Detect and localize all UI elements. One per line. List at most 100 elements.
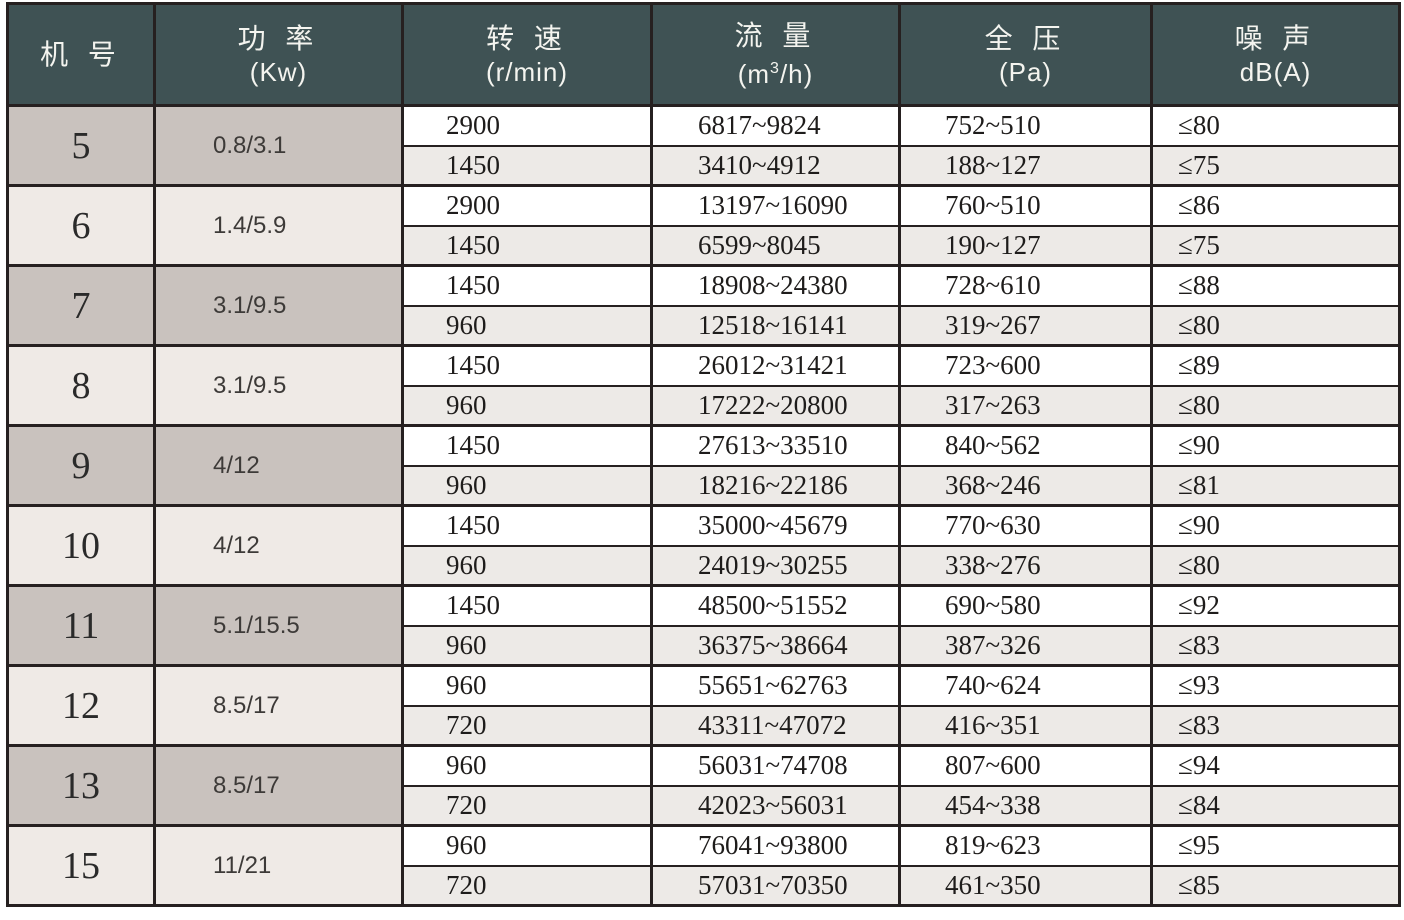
- power-cell: 4/12: [153, 504, 404, 587]
- flow-cell: 57031~70350: [650, 864, 901, 907]
- pressure-cell: 190~127: [898, 224, 1153, 267]
- flow-cell: 18216~22186: [650, 464, 901, 507]
- table-row: 960 24019~30255 338~276 ≤80: [8, 544, 1401, 587]
- flow-cell: 42023~56031: [650, 784, 901, 827]
- noise-cell: ≤88: [1150, 264, 1401, 307]
- pressure-cell: 770~630: [898, 504, 1153, 547]
- noise-cell: ≤95: [1150, 824, 1401, 867]
- flow-cell: 17222~20800: [650, 384, 901, 427]
- flow-unit-prefix: (m: [737, 59, 771, 89]
- speed-cell: 960: [401, 544, 653, 587]
- table-row: 960 17222~20800 317~263 ≤80: [8, 384, 1401, 427]
- noise-cell: ≤89: [1150, 344, 1401, 387]
- header-noise: 噪 声 dB(A): [1150, 2, 1401, 107]
- noise-cell: ≤80: [1150, 544, 1401, 587]
- pressure-cell: 454~338: [898, 784, 1153, 827]
- table-row: 9 4/12 1450 27613~33510 840~562 ≤90: [6, 424, 1401, 507]
- table-row: 8 3.1/9.5 1450 26012~31421 723~600 ≤89: [6, 344, 1401, 427]
- flow-cell: 3410~4912: [650, 144, 901, 187]
- header-flow: 流 量 (m3/h): [650, 2, 901, 107]
- table-header: 机 号 功 率 (Kw) 转 速 (r/min) 流 量 (m3/h) 全 压 …: [6, 2, 1401, 107]
- speed-cell: 1450: [401, 144, 653, 187]
- speed-cell: 960: [401, 824, 653, 867]
- flow-unit-superscript: 3: [770, 60, 780, 77]
- header-speed-unit: (r/min): [485, 56, 569, 87]
- noise-cell: ≤84: [1150, 784, 1401, 827]
- header-noise-unit: dB(A): [1239, 56, 1312, 87]
- model-cell: 8: [6, 344, 156, 427]
- flow-cell: 56031~74708: [650, 744, 901, 787]
- flow-cell: 18908~24380: [650, 264, 901, 307]
- model-cell: 11: [6, 584, 156, 667]
- flow-cell: 48500~51552: [650, 584, 901, 627]
- noise-cell: ≤90: [1150, 424, 1401, 467]
- header-model: 机 号: [6, 2, 156, 107]
- speed-cell: 720: [401, 864, 653, 907]
- header-pressure: 全 压 (Pa): [898, 2, 1153, 107]
- pressure-cell: 840~562: [898, 424, 1153, 467]
- flow-cell: 6599~8045: [650, 224, 901, 267]
- table-row: 720 57031~70350 461~350 ≤85: [8, 864, 1401, 907]
- speed-cell: 2900: [401, 184, 653, 227]
- speed-cell: 1450: [401, 224, 653, 267]
- header-pressure-unit: (Pa): [998, 56, 1053, 87]
- power-cell: 1.4/5.9: [153, 184, 404, 267]
- flow-unit-suffix: /h): [779, 59, 814, 89]
- model-cell: 7: [6, 264, 156, 347]
- flow-cell: 27613~33510: [650, 424, 901, 467]
- table-row: 1450 3410~4912 188~127 ≤75: [8, 144, 1401, 187]
- table-row: 5 0.8/3.1 2900 6817~9824 752~510 ≤80: [6, 104, 1401, 187]
- speed-cell: 1450: [401, 584, 653, 627]
- flow-cell: 36375~38664: [650, 624, 901, 667]
- flow-cell: 12518~16141: [650, 304, 901, 347]
- power-cell: 0.8/3.1: [153, 104, 404, 187]
- table-row: 960 18216~22186 368~246 ≤81: [8, 464, 1401, 507]
- pressure-cell: 690~580: [898, 584, 1153, 627]
- speed-cell: 960: [401, 384, 653, 427]
- pressure-cell: 752~510: [898, 104, 1153, 147]
- pressure-cell: 387~326: [898, 624, 1153, 667]
- model-cell: 15: [6, 824, 156, 907]
- header-row: 机 号 功 率 (Kw) 转 速 (r/min) 流 量 (m3/h) 全 压 …: [6, 2, 1401, 107]
- table-row: 720 43311~47072 416~351 ≤83: [8, 704, 1401, 747]
- table-row: 7 3.1/9.5 1450 18908~24380 728~610 ≤88: [6, 264, 1401, 347]
- flow-cell: 26012~31421: [650, 344, 901, 387]
- pressure-cell: 319~267: [898, 304, 1153, 347]
- table-row: 10 4/12 1450 35000~45679 770~630 ≤90: [6, 504, 1401, 587]
- table-body: 5 0.8/3.1 2900 6817~9824 752~510 ≤80 1450 3410~…: [6, 104, 1401, 907]
- table-row: 960 12518~16141 319~267 ≤80: [8, 304, 1401, 347]
- speed-cell: 1450: [401, 264, 653, 307]
- header-power-title: 功 率: [237, 22, 320, 54]
- speed-cell: 2900: [401, 104, 653, 147]
- model-cell: 10: [6, 504, 156, 587]
- speed-cell: 960: [401, 624, 653, 667]
- noise-cell: ≤80: [1150, 104, 1401, 147]
- header-noise-title: 噪 声: [1234, 22, 1317, 54]
- table-row: 13 8.5/17 960 56031~74708 807~600 ≤94: [6, 744, 1401, 827]
- noise-cell: ≤75: [1150, 224, 1401, 267]
- pressure-cell: 807~600: [898, 744, 1153, 787]
- noise-cell: ≤81: [1150, 464, 1401, 507]
- speed-cell: 1450: [401, 344, 653, 387]
- flow-cell: 43311~47072: [650, 704, 901, 747]
- table-row: 11 5.1/15.5 1450 48500~51552 690~580 ≤92: [6, 584, 1401, 667]
- power-cell: 4/12: [153, 424, 404, 507]
- header-flow-unit: (m3/h): [655, 53, 897, 90]
- power-cell: 3.1/9.5: [153, 264, 404, 347]
- noise-cell: ≤75: [1150, 144, 1401, 187]
- pressure-cell: 338~276: [898, 544, 1153, 587]
- model-cell: 12: [6, 664, 156, 747]
- speed-cell: 960: [401, 744, 653, 787]
- noise-cell: ≤83: [1150, 704, 1401, 747]
- flow-cell: 35000~45679: [650, 504, 901, 547]
- speed-cell: 1450: [401, 424, 653, 467]
- flow-cell: 13197~16090: [650, 184, 901, 227]
- noise-cell: ≤83: [1150, 624, 1401, 667]
- pressure-cell: 188~127: [898, 144, 1153, 187]
- table-row: 1450 6599~8045 190~127 ≤75: [8, 224, 1401, 267]
- pressure-cell: 416~351: [898, 704, 1153, 747]
- speed-cell: 1450: [401, 504, 653, 547]
- table-row: 720 42023~56031 454~338 ≤84: [8, 784, 1401, 827]
- power-cell: 5.1/15.5: [153, 584, 404, 667]
- header-pressure-title: 全 压: [984, 22, 1067, 54]
